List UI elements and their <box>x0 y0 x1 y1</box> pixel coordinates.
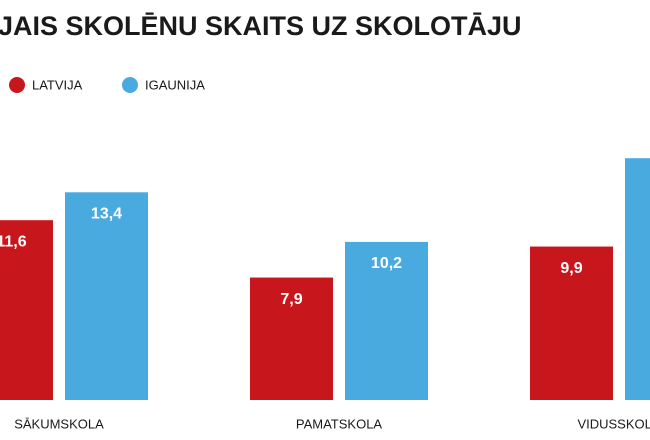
chart-title: JAIS SKOLĒNU SKAITS UZ SKOLOTĀJU <box>0 11 522 41</box>
value-label: 13,4 <box>91 206 122 223</box>
bar <box>345 241 428 400</box>
legend-label: IGAUNIJA <box>145 77 205 92</box>
legend-marker <box>9 77 25 93</box>
bar <box>65 192 148 400</box>
value-label: 10,2 <box>371 255 402 272</box>
value-label: 9,9 <box>560 260 582 277</box>
value-label: 11,6 <box>0 233 27 250</box>
bar <box>625 158 650 400</box>
bar <box>250 277 333 400</box>
x-tick-label: VIDUSSKOLA <box>577 416 650 431</box>
x-tick-label: PAMATSKOLA <box>296 416 383 431</box>
legend-label: LATVIJA <box>32 77 83 92</box>
value-label: 7,9 <box>280 291 302 308</box>
bar <box>530 246 613 400</box>
legend-marker <box>122 77 138 93</box>
x-tick-label: SĀKUMSKOLA <box>14 416 104 431</box>
bar <box>0 220 53 400</box>
